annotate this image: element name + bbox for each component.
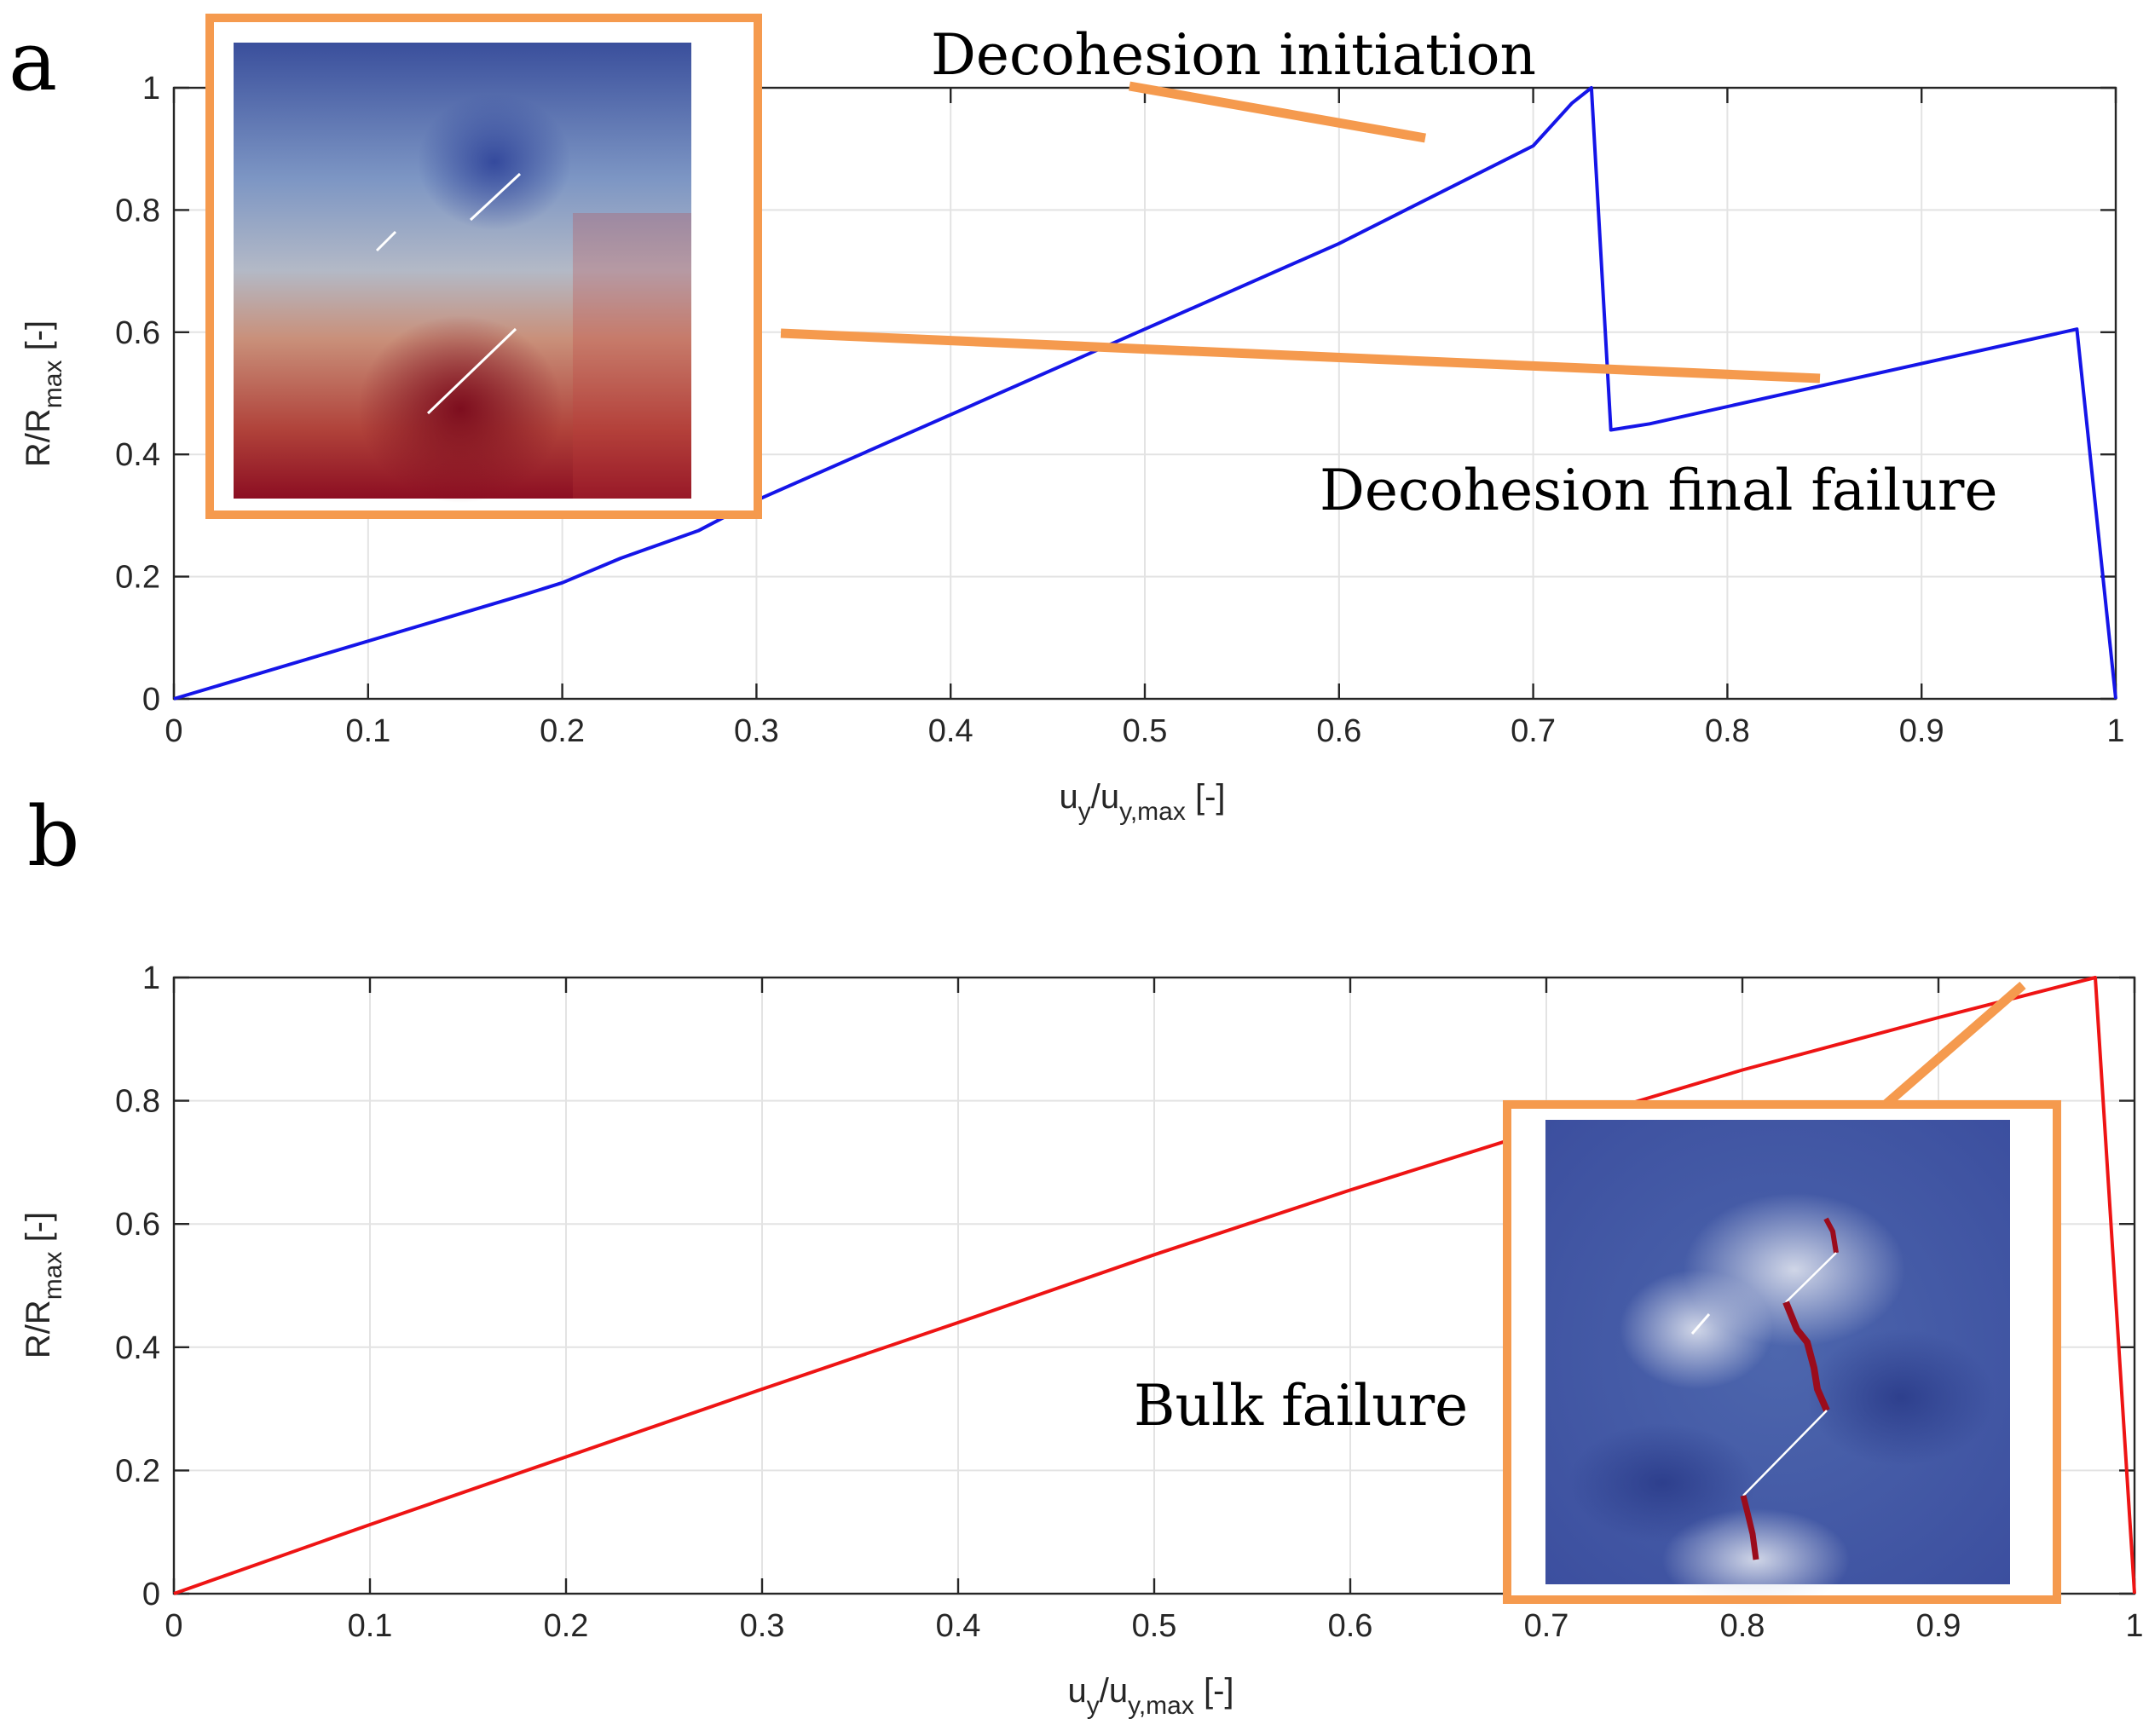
panel-a-xtick-label-0: 0 — [165, 713, 182, 749]
inset-a-field-region — [573, 213, 691, 499]
inset-b-crack-initial — [1690, 1313, 1711, 1335]
panel-b-series-line — [173, 976, 2136, 1595]
panel-b-xtick-label-6: 0.6 — [1328, 1608, 1373, 1644]
inset-b-crack-link-1 — [1785, 1252, 1837, 1303]
callout-bulk — [1882, 981, 2026, 1109]
panel-b-ylabel: R/Rmax [-] — [20, 1212, 67, 1358]
annot-decohesion-initiation: Decohesion initiation — [931, 22, 1536, 88]
panel-b-xtick-label-8: 0.8 — [1720, 1608, 1765, 1644]
panel-a-xtick-label-2: 0.2 — [540, 713, 585, 749]
annot-decohesion-final: Decohesion final failure — [1320, 458, 1998, 523]
panel-b-ytick-label-2: 0.4 — [115, 1330, 160, 1366]
panel-a-xtick-label-3: 0.3 — [734, 713, 779, 749]
inset-b-dark-2 — [1807, 1329, 1995, 1466]
panel-b-xtick-label-4: 0.4 — [936, 1608, 981, 1644]
inset-b-frame — [1503, 1100, 2061, 1604]
panel-b-ticks: 0 0.1 0.2 0.3 0.4 0.5 0.6 0.7 0.8 0.9 1 0 0.2 0.4 0.6 0… — [115, 960, 2143, 1644]
panel-b-ytick-label-1: 0.2 — [115, 1453, 160, 1489]
inset-b-crack-link-2 — [1742, 1410, 1828, 1497]
panel-b-xtick-label-2: 0.2 — [544, 1608, 589, 1644]
callout-final — [780, 328, 1821, 384]
panel-b-xtick-label-0: 0 — [165, 1608, 182, 1644]
panel-b-ytick-label-5: 1 — [142, 960, 160, 996]
panel-a-xlabel: uy/uy,max [-] — [1059, 778, 1225, 826]
inset-b-crack-1 — [1823, 1217, 1839, 1254]
inset-b-crack-3 — [1740, 1495, 1759, 1560]
inset-b-dark-1 — [1568, 1423, 1756, 1543]
panel-a-xtick-label-10: 1 — [2106, 713, 2124, 749]
panel-a-ytick-label-1: 0.2 — [115, 560, 160, 596]
panel-b-xtick-label-9: 0.9 — [1916, 1608, 1961, 1644]
panel-a-ylabel: R/Rmax [-] — [20, 320, 67, 467]
panel-a-ytick-label-0: 0 — [142, 682, 160, 718]
inset-a-coldspot — [418, 94, 571, 230]
panel-b-ytick-label-0: 0 — [142, 1577, 160, 1612]
annot-bulk-failure: Bulk failure — [1134, 1373, 1468, 1439]
inset-a-crack-3 — [426, 327, 517, 415]
panel-a-ytick-label-3: 0.6 — [115, 315, 160, 351]
panel-b-xtick-label-1: 0.1 — [348, 1608, 393, 1644]
panel-a-xtick-label-5: 0.5 — [1123, 713, 1168, 749]
panel-b-xtick-label-10: 1 — [2125, 1608, 2143, 1644]
panel-b-ytick-label-4: 0.8 — [115, 1084, 160, 1120]
panel-b-xtick-label-3: 0.3 — [740, 1608, 785, 1644]
panel-a-xtick-label-8: 0.8 — [1705, 713, 1750, 749]
callout-initiation — [1129, 81, 1426, 143]
panel-a: a 0 0.1 0.2 0.3 0.4 0.5 0.6 0.7 0.8 0.9 1 0 0.2 0.4 0.… — [9, 14, 2125, 826]
panel-b-letter: b — [27, 789, 79, 885]
panel-a-xtick-label-7: 0.7 — [1511, 713, 1556, 749]
panel-a-ytick-label-2: 0.4 — [115, 437, 160, 473]
panel-b: b 0 0.1 0.2 0.3 0.4 0.5 0.6 0.7 0.8 0.9 1 0 0.2 0.4 0.… — [20, 789, 2144, 1720]
panel-a-series-line — [173, 86, 2117, 701]
panel-a-xtick-label-1: 0.1 — [345, 713, 390, 749]
inset-a-crack-1 — [375, 230, 397, 252]
inset-b-crack-2 — [1782, 1301, 1830, 1412]
inset-a-crack-2 — [469, 172, 522, 222]
panel-a-letter: a — [9, 14, 57, 109]
panel-a-ytick-label-4: 0.8 — [115, 193, 160, 228]
inset-a-frame — [205, 14, 762, 519]
inset-a — [205, 14, 762, 519]
inset-a-hotspot — [358, 315, 563, 503]
panel-b-xlabel: uy/uy,max [-] — [1067, 1672, 1233, 1720]
panel-b-xtick-label-7: 0.7 — [1524, 1608, 1569, 1644]
panel-a-ytick-label-5: 1 — [142, 71, 160, 107]
panel-a-xtick-label-4: 0.4 — [928, 713, 973, 749]
panel-a-xtick-label-9: 0.9 — [1899, 713, 1944, 749]
panel-a-ticks: 0 0.1 0.2 0.3 0.4 0.5 0.6 0.7 0.8 0.9 1 0 0.2 0.4 0.6 0… — [115, 71, 2124, 749]
panel-b-ytick-label-3: 0.6 — [115, 1207, 160, 1243]
panel-a-xtick-label-6: 0.6 — [1316, 713, 1361, 749]
panel-b-xtick-label-5: 0.5 — [1132, 1608, 1177, 1644]
inset-b — [1503, 1100, 2061, 1611]
